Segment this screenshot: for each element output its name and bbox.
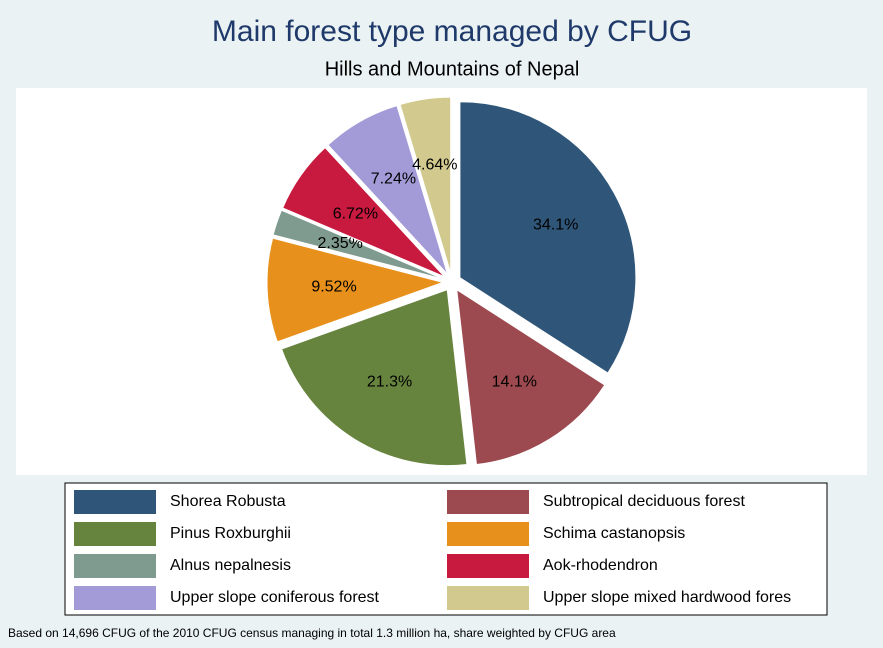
- data-label: 4.64%: [412, 156, 457, 173]
- pie-slice: [459, 101, 637, 374]
- pie-slice: [280, 288, 468, 467]
- pie-slice: [266, 237, 445, 343]
- chart-subtitle: Hills and Mountains of Nepal: [325, 58, 580, 80]
- data-label: 34.1%: [533, 217, 578, 234]
- pie-slice: [272, 209, 444, 280]
- pie-slice: [456, 288, 606, 466]
- legend-swatch: [74, 554, 156, 578]
- pie-slice: [399, 96, 452, 274]
- legend-label: Aok-rhodendron: [543, 557, 658, 574]
- legend-label: Alnus nepalnesis: [170, 557, 291, 574]
- legend-label: Upper slope mixed hardwood fores: [543, 589, 791, 606]
- legend-swatch: [447, 522, 529, 546]
- legend-swatch: [74, 490, 156, 514]
- legend-swatch: [447, 490, 529, 514]
- legend-label: Shorea Robusta: [170, 493, 286, 510]
- legend: [64, 482, 828, 616]
- data-label: 7.24%: [371, 171, 416, 188]
- data-label: 2.35%: [317, 235, 362, 252]
- data-label: 6.72%: [333, 205, 378, 222]
- legend-swatch: [74, 586, 156, 610]
- data-label: 14.1%: [492, 374, 537, 391]
- legend-label: Pinus Roxburghii: [170, 525, 291, 542]
- pie-slice: [281, 146, 446, 278]
- legend-label: Subtropical deciduous forest: [543, 493, 745, 510]
- data-label: 9.52%: [311, 279, 356, 296]
- data-label: 21.3%: [367, 373, 412, 390]
- pie-slice: [327, 104, 449, 275]
- legend-swatch: [74, 522, 156, 546]
- note: Based on 14,696 CFUG of the 2010 CFUG ce…: [8, 626, 616, 640]
- legend-swatch: [447, 586, 529, 610]
- legend-label: Upper slope coniferous forest: [170, 589, 380, 606]
- legend-swatch: [447, 554, 529, 578]
- legend-label: Schima castanopsis: [543, 525, 685, 542]
- chart-title: Main forest type managed by CFUG: [212, 15, 692, 48]
